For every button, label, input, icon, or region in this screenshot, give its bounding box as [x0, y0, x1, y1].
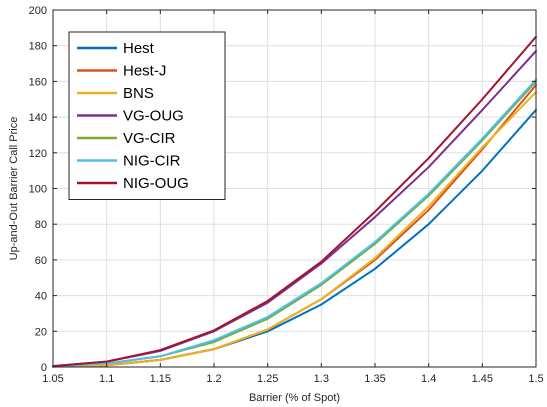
series-lines: [52, 35, 537, 368]
legend-label: NIG-CIR: [123, 153, 181, 170]
y-axis-label: Up-and-Out Barrier Call Price: [8, 117, 20, 261]
legend-label: BNS: [123, 85, 154, 102]
y-tick-label: 0: [41, 362, 47, 374]
y-tick-label: 40: [35, 291, 47, 303]
x-tick-label: 1.3: [314, 373, 329, 385]
y-tick-label: 80: [35, 219, 47, 231]
y-tick-label: 120: [29, 148, 47, 160]
y-tick-label: 140: [29, 112, 47, 124]
x-axis-label: Barrier (% of Spot): [249, 392, 340, 404]
x-tick-label: 1.15: [150, 373, 171, 385]
y-tick-label: 60: [35, 255, 47, 267]
x-tick-label: 1.05: [42, 373, 63, 385]
x-tick-label: 1.25: [257, 373, 278, 385]
x-tick-label: 1.1: [99, 373, 114, 385]
x-tick-label: 1.2: [206, 373, 221, 385]
legend-label: Hest-J: [123, 63, 166, 80]
y-tick-label: 180: [29, 41, 47, 53]
series-line-nig-cir: [52, 78, 537, 368]
y-tick-label: 200: [29, 5, 47, 17]
legend-label: NIG-OUG: [123, 175, 189, 192]
tick-labels: 1.05 1.1 1.15 1.2 1.25 1.3 1.35 1.4 1.45 1.5 0 20 40…: [29, 5, 544, 385]
legend-label: VG-OUG: [123, 108, 184, 125]
legend-label: Hest: [123, 40, 155, 57]
legend-label: VG-CIR: [123, 130, 176, 147]
y-tick-label: 160: [29, 76, 47, 88]
x-tick-label: 1.45: [472, 373, 493, 385]
y-tick-label: 20: [35, 326, 47, 338]
y-tick-label: 100: [29, 184, 47, 196]
series-line-nig-oug: [52, 35, 537, 368]
x-tick-label: 1.35: [364, 373, 385, 385]
legend: Hest Hest-J BNS VG-OUG VG-CIR NIG-CIR NIG-OUG: [68, 31, 226, 200]
series-line-bns: [52, 91, 537, 368]
x-tick-label: 1.5: [528, 373, 543, 385]
grid: [53, 10, 536, 367]
x-tick-label: 1.4: [421, 373, 436, 385]
